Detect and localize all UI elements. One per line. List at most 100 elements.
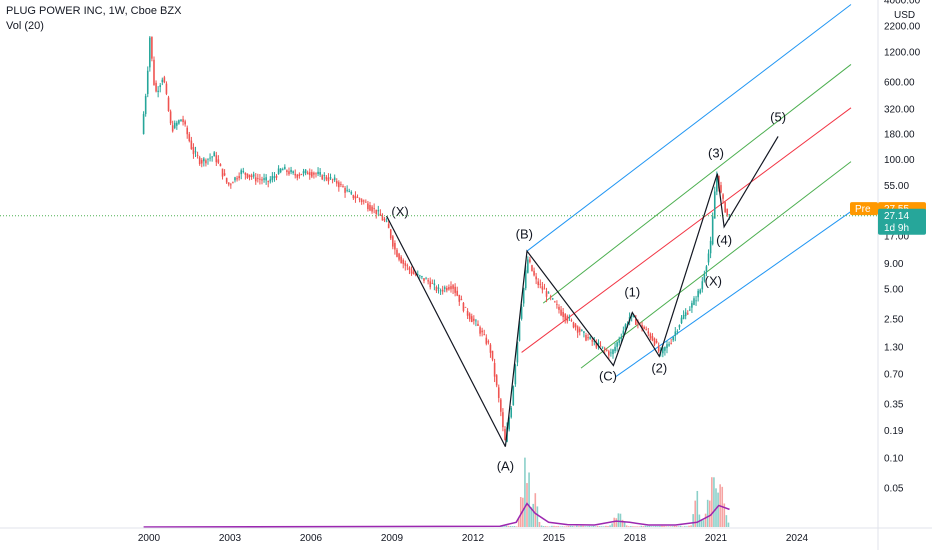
candle-body	[275, 175, 278, 178]
candle-body	[346, 189, 348, 191]
volume-bar	[713, 477, 715, 527]
candle-body	[539, 283, 542, 285]
pitchfork-line	[542, 64, 852, 304]
volume-bar	[549, 526, 551, 527]
candle-body	[192, 147, 195, 155]
volume-bar	[584, 526, 586, 527]
candle-body	[707, 253, 710, 263]
volume-bar	[603, 526, 605, 527]
volume-bar	[592, 525, 595, 527]
y-tick-label: 17.00	[884, 232, 909, 243]
candle-body	[398, 253, 400, 260]
candle-body	[664, 346, 666, 351]
candle-body	[377, 210, 380, 212]
volume-bar	[708, 500, 711, 527]
candle-body	[313, 172, 315, 175]
volume-bar	[586, 526, 589, 527]
candle-body	[464, 306, 467, 308]
candle-body	[302, 171, 305, 174]
candle-body	[238, 176, 240, 179]
volume-bar	[567, 525, 570, 527]
candle-body	[468, 313, 471, 320]
y-tick-label: 55.00	[884, 181, 909, 192]
candle-body	[329, 177, 332, 179]
candle-body	[186, 127, 189, 135]
candle-body	[493, 362, 496, 377]
volume-bar	[671, 526, 674, 527]
candle-body	[369, 205, 371, 211]
candle-body	[724, 202, 726, 213]
candle-body	[165, 83, 168, 94]
candle-body	[248, 174, 251, 178]
candle-body	[576, 326, 579, 333]
candle-body	[574, 324, 577, 328]
candle-body	[306, 172, 309, 175]
volume-bar	[515, 526, 518, 527]
candle-body	[527, 259, 529, 273]
candle-body	[489, 344, 492, 353]
candle-body	[473, 318, 475, 321]
candle-body	[670, 343, 672, 344]
candle-body	[689, 309, 691, 311]
volume-bar	[513, 526, 516, 527]
volume-bar	[654, 526, 657, 527]
candle-body	[308, 172, 311, 176]
pitchfork-line	[615, 211, 852, 377]
candle-body	[485, 337, 488, 344]
candle-body	[414, 273, 417, 276]
candle-body	[203, 158, 205, 162]
candle-body	[481, 330, 483, 333]
candle-body	[188, 134, 191, 141]
candle-body	[531, 265, 533, 271]
volume-bar	[565, 526, 568, 527]
candle-body	[265, 177, 267, 181]
volume-bar	[625, 525, 628, 527]
candle-body	[406, 265, 409, 267]
x-tick-label: 2009	[381, 533, 404, 544]
volume-bar	[692, 514, 694, 527]
wave-label: (C)	[599, 369, 617, 384]
candle-body	[252, 174, 255, 177]
candle-body	[155, 82, 157, 92]
volume-bar	[580, 525, 582, 527]
volume-bar	[669, 526, 672, 527]
candle-body	[599, 345, 602, 347]
volume-bar	[600, 526, 603, 527]
volume-bar	[507, 525, 510, 527]
candle-body	[221, 168, 224, 177]
y-tick-label: 0.35	[884, 399, 904, 410]
volume-bar	[598, 526, 601, 527]
candle-body	[448, 287, 450, 290]
candle-body	[178, 120, 180, 124]
candle-body	[601, 346, 604, 348]
pitchfork-lines	[521, 4, 852, 377]
volume-bar	[684, 526, 686, 527]
candle-body	[512, 386, 515, 406]
volume-bar	[534, 493, 537, 527]
candle-body	[358, 198, 361, 200]
volume-bar	[681, 526, 684, 527]
candle-body	[562, 312, 564, 318]
candle-body	[335, 180, 338, 184]
candle-body	[232, 182, 234, 184]
x-tick-label: 2021	[705, 533, 728, 544]
candle-body	[466, 310, 469, 316]
candle-body	[570, 320, 573, 322]
y-unit-label: USD	[894, 10, 915, 21]
candle-body	[722, 194, 724, 199]
candle-body	[317, 171, 319, 175]
x-tick-label: 2003	[219, 533, 242, 544]
candle-body	[234, 177, 236, 181]
candle-body	[597, 342, 600, 345]
candle-body	[144, 96, 147, 114]
volume-bar	[596, 525, 599, 527]
volume-indicator-label[interactable]: Vol (20)	[6, 20, 44, 32]
candle-body	[230, 184, 232, 186]
candle-body	[678, 325, 681, 328]
candle-body	[452, 285, 454, 289]
last-price-text: 27.14	[884, 211, 909, 222]
volume-bar	[551, 525, 553, 527]
volume-bar	[540, 525, 543, 527]
candle-body	[259, 178, 261, 180]
